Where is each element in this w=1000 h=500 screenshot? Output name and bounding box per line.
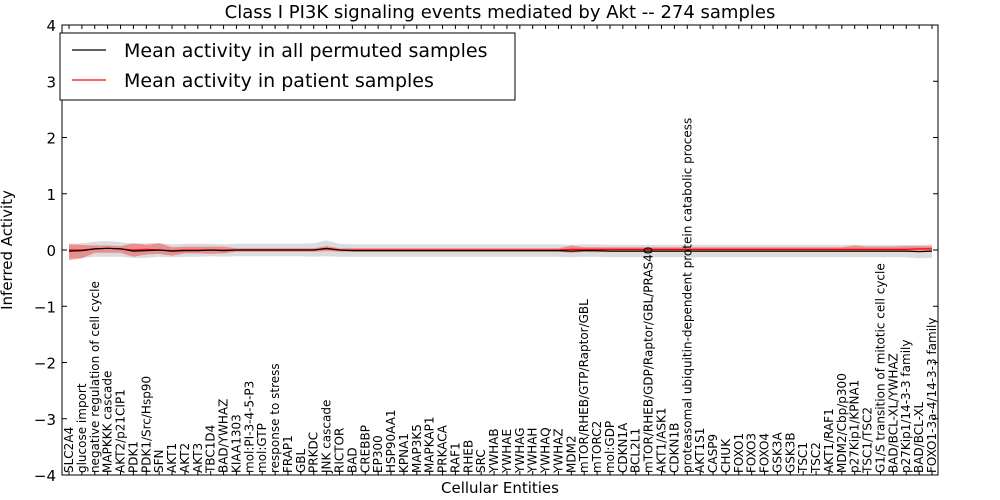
x-tick-label: FOXO3: [745, 433, 759, 473]
y-tick-label: −2: [34, 355, 56, 373]
x-tick-label: MAP3K5: [410, 424, 424, 473]
x-tick-label: G1/S transition of mitotic cell cycle: [874, 263, 888, 473]
x-tick-label: proteasomal ubiquitin-dependent protein …: [680, 118, 694, 473]
x-tick-label: AKT2: [178, 443, 192, 473]
x-tick-label: MDM2: [564, 435, 578, 473]
x-tick-label: MAPKAP1: [423, 416, 437, 473]
x-tick-label: GBL: [294, 449, 308, 474]
x-tick-label: BAD/BCL-XL: [912, 401, 926, 473]
x-tick-label: SRC: [474, 449, 488, 473]
y-tick-label: −3: [34, 411, 56, 429]
x-tick-label: TSC1/TSC2: [861, 407, 875, 474]
x-tick-label: FRAP1: [281, 435, 295, 473]
x-tick-label: glucose import: [75, 383, 89, 473]
x-tick-label: KIAA1303: [229, 414, 243, 473]
x-tick-label: AKT1S1: [693, 428, 707, 473]
x-tick-label: AKT2/p21CIP1: [114, 389, 128, 473]
x-tick-label: p27Kip1/14-3-3 family: [899, 340, 913, 473]
x-tick-label: CDKN1B: [667, 423, 681, 473]
x-tick-label: EP300: [371, 435, 385, 473]
x-tick-label: CREBBP: [358, 425, 372, 473]
x-tick-label: RAF1: [448, 442, 462, 473]
x-tick-label: YWHAZ: [552, 428, 566, 474]
x-tick-label: BCL2L1: [629, 428, 643, 473]
x-tick-label: FOXO1: [732, 433, 746, 473]
x-tick-label: GSK3B: [783, 432, 797, 473]
x-axis-label: Cellular Entities: [441, 479, 559, 497]
x-tick-label: YWHAQ: [539, 427, 553, 474]
x-tick-label: YWHAE: [500, 429, 514, 474]
x-tick-label: BAD/YWHAZ: [217, 399, 231, 473]
x-tick-label: PDK1/Src/Hsp90: [139, 376, 153, 473]
x-tick-label: PRKDC: [307, 432, 321, 473]
x-tick-label: BAD/BCL-XL/YWHAZ: [886, 353, 900, 473]
x-tick-label: AKT1/RAF1: [822, 408, 836, 473]
x-tick-label: TBC1D4: [204, 425, 218, 474]
x-tick-label: AKT3: [191, 443, 205, 473]
x-tick-label: YWHAH: [526, 428, 540, 474]
y-tick-label: 0: [46, 242, 56, 260]
x-tick-label: mol:GDP: [603, 421, 617, 473]
x-tick-label: TSC1: [796, 442, 810, 474]
x-tick-label: GSK3A: [770, 432, 784, 473]
x-tick-label: CDKN1A: [616, 422, 630, 473]
x-tick-label: BAD: [345, 447, 359, 473]
x-tick-label: SLC2A4: [62, 427, 76, 473]
x-tick-label: PRKACA: [436, 424, 450, 473]
x-tick-label: PDK1: [126, 441, 140, 473]
y-tick-label: 1: [46, 186, 56, 204]
legend-label-permuted: Mean activity in all permuted samples: [124, 40, 487, 62]
x-tick-label: FOXO4: [758, 433, 772, 473]
x-tick-label: mTOR/RHEB/GDP/Raptor/GBL/PRAS40: [642, 247, 656, 473]
x-tick-label: mTOR/RHEB/GTP/Raptor/GBL: [577, 299, 591, 473]
x-tick-label: mol:GTP: [255, 423, 269, 473]
x-tick-label: p27Kip1/KPNA1: [848, 380, 862, 473]
chart-title: Class I PI3K signaling events mediated b…: [225, 2, 776, 23]
series-line-permuted: [68, 247, 933, 253]
x-tick-label: RICTOR: [333, 428, 347, 473]
x-tick-label: FOXO1-3a-4/14-3-3 family: [925, 318, 939, 474]
x-tick-label: mTORC2: [590, 421, 604, 473]
legend-label-patient: Mean activity in patient samples: [124, 70, 434, 92]
x-tick-label: JNK cascade: [320, 400, 334, 474]
x-tick-label: mol:PI-3-4-5-P3: [242, 381, 256, 473]
x-tick-label: HSP90AA1: [384, 409, 398, 473]
x-tick-label: CHUK: [719, 438, 733, 473]
plot-frame: [61, 24, 939, 476]
x-tick-label: AKT1: [165, 443, 179, 473]
x-tick-label: SFN: [152, 450, 166, 474]
x-tick-label: MAPKKK cascade: [101, 371, 115, 473]
legend: Mean activity in all permuted samples Me…: [59, 32, 516, 101]
x-tick-label: negative regulation of cell cycle: [88, 281, 102, 473]
legend-box: [59, 32, 516, 101]
x-tick-label: response to stress: [268, 363, 282, 473]
y-tick-label: 2: [46, 130, 56, 148]
x-tick-label: YWHAB: [487, 428, 501, 474]
y-tick-label: 3: [46, 73, 56, 91]
x-tick-label: YWHAG: [513, 427, 527, 474]
x-tick-label: RHEB: [461, 440, 475, 473]
x-tick-label: CASP9: [706, 434, 720, 473]
x-tick-label: KPNA1: [397, 433, 411, 473]
y-tick-label: −4: [34, 467, 56, 485]
confidence-band-patient: [69, 243, 932, 261]
plot-area: [61, 24, 939, 476]
y-tick-label: 4: [46, 17, 56, 35]
x-tick-label: MDM2/Cbp/p300: [835, 373, 849, 473]
x-tick-label: TSC2: [809, 442, 823, 474]
x-tick-label: AKT1/ASK1: [655, 408, 669, 473]
y-axis-label: Inferred Activity: [0, 190, 16, 310]
y-tick-label: −1: [34, 298, 56, 316]
